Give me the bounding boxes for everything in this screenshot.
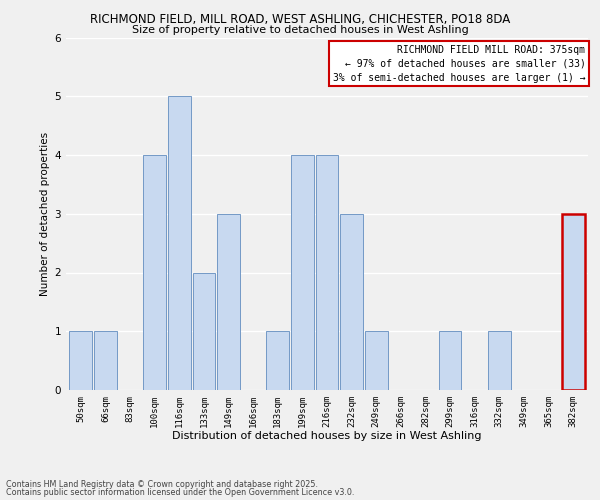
Bar bbox=[562, 214, 584, 390]
Bar bbox=[168, 96, 191, 390]
Text: Contains public sector information licensed under the Open Government Licence v3: Contains public sector information licen… bbox=[6, 488, 355, 497]
Text: Size of property relative to detached houses in West Ashling: Size of property relative to detached ho… bbox=[131, 25, 469, 35]
X-axis label: Distribution of detached houses by size in West Ashling: Distribution of detached houses by size … bbox=[172, 432, 482, 442]
Bar bbox=[94, 331, 117, 390]
Bar bbox=[439, 331, 461, 390]
Text: RICHMOND FIELD, MILL ROAD, WEST ASHLING, CHICHESTER, PO18 8DA: RICHMOND FIELD, MILL ROAD, WEST ASHLING,… bbox=[90, 12, 510, 26]
Bar bbox=[488, 331, 511, 390]
Bar bbox=[143, 155, 166, 390]
Bar bbox=[193, 272, 215, 390]
Bar bbox=[266, 331, 289, 390]
Y-axis label: Number of detached properties: Number of detached properties bbox=[40, 132, 50, 296]
Bar bbox=[316, 155, 338, 390]
Bar bbox=[217, 214, 240, 390]
Text: RICHMOND FIELD MILL ROAD: 375sqm
← 97% of detached houses are smaller (33)
3% of: RICHMOND FIELD MILL ROAD: 375sqm ← 97% o… bbox=[333, 44, 586, 82]
Text: Contains HM Land Registry data © Crown copyright and database right 2025.: Contains HM Land Registry data © Crown c… bbox=[6, 480, 318, 489]
Bar bbox=[291, 155, 314, 390]
Bar bbox=[70, 331, 92, 390]
Bar bbox=[365, 331, 388, 390]
Bar bbox=[340, 214, 363, 390]
